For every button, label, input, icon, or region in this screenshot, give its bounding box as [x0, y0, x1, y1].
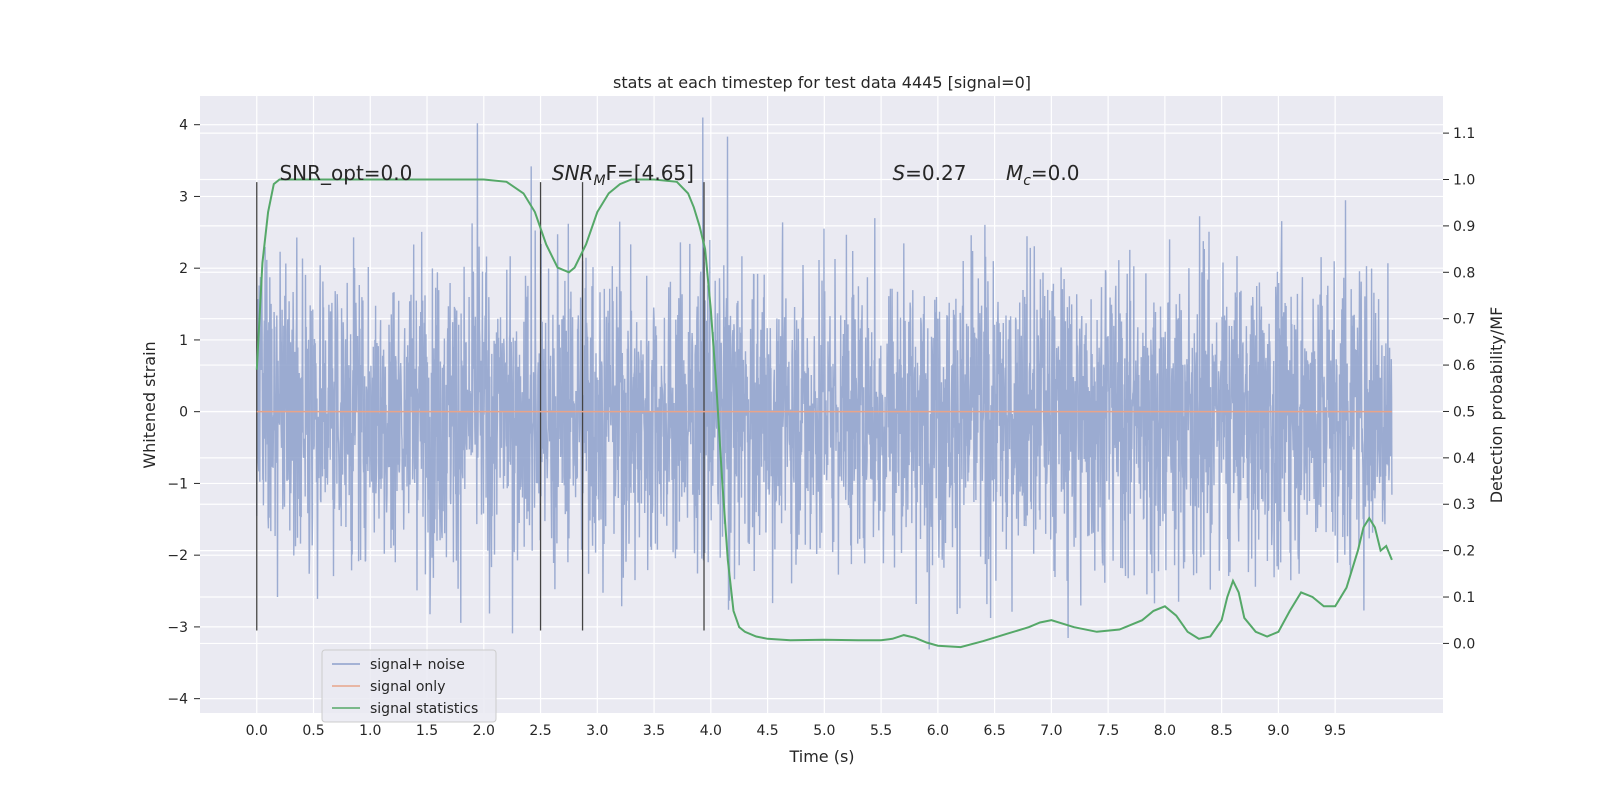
x-axis-ticks: 0.0 0.5 1.0 1.5 2.0 2.5 3.0 3.5 4.0 4.5 5.0 5.5 6.0 6…	[246, 723, 1347, 739]
y-left-tick-label: 3	[179, 189, 188, 205]
y-right-axis-ticks: 0.0 0.1 0.2 0.3 0.4 0.5 0.6 0.7 0.8 0.9 1.0 1.1	[1443, 126, 1475, 652]
y-left-tick-label: 4	[179, 118, 188, 134]
x-tick-label: 1.5	[416, 723, 438, 739]
x-tick-label: 0.5	[302, 723, 324, 739]
y-left-tick-label: −3	[167, 620, 188, 636]
annotation-snr-mf-rest: F=[4.65]	[606, 161, 694, 185]
vertical-markers	[256, 182, 705, 631]
series-line-signal-statistics	[255, 178, 1393, 649]
legend: signal+ noise signal only signal statist…	[321, 649, 497, 723]
x-tick-label: 5.0	[813, 723, 835, 739]
annotation-snr-mf: SNRMF=[4.65]	[552, 161, 694, 189]
x-tick-label: 0.0	[246, 723, 268, 739]
x-tick-label: 7.0	[1040, 723, 1062, 739]
annotation-snr-mf-sub: M	[593, 173, 605, 189]
y-right-tick-label: 0.5	[1453, 404, 1475, 420]
legend-box	[321, 649, 497, 723]
y-right-tick-label: 1.0	[1453, 173, 1475, 189]
y-right-tick-label: 0.4	[1453, 451, 1475, 467]
y-right-tick-label: 0.8	[1453, 265, 1475, 281]
x-tick-label: 7.5	[1097, 723, 1119, 739]
annotation-snr-opt: SNR_opt=0.0	[279, 161, 412, 185]
annotation-mc-rest: =0.0	[1031, 161, 1080, 185]
x-tick-label: 6.0	[927, 723, 949, 739]
y-left-axis-ticks: −4 −3 −2 −1 0 1 2 3 4	[167, 118, 200, 708]
x-tick-label: 4.5	[756, 723, 778, 739]
annotations: SNR_opt=0.0 SNRMF=[4.65] S=0.27 Mc=0.0	[279, 161, 1079, 189]
y-left-tick-label: 1	[179, 333, 188, 349]
x-tick-label: 9.0	[1267, 723, 1289, 739]
y-right-tick-label: 0.2	[1453, 544, 1475, 560]
y-right-tick-label: 0.0	[1453, 636, 1475, 652]
y-right-tick-label: 0.9	[1453, 219, 1475, 235]
x-tick-label: 8.5	[1211, 723, 1233, 739]
x-tick-label: 5.5	[870, 723, 892, 739]
x-tick-label: 8.0	[1154, 723, 1176, 739]
signal-statistics-series	[255, 178, 1393, 649]
chart-title: stats at each timestep for test data 444…	[613, 73, 1031, 92]
y-right-tick-label: 0.1	[1453, 590, 1475, 606]
x-tick-label: 3.5	[643, 723, 665, 739]
x-tick-label: 3.0	[586, 723, 608, 739]
y-right-tick-label: 0.3	[1453, 497, 1475, 513]
y-left-tick-label: 2	[179, 261, 188, 277]
x-tick-label: 2.5	[529, 723, 551, 739]
x-tick-label: 4.0	[700, 723, 722, 739]
y-left-axis-title: Whitened strain	[140, 341, 159, 468]
annotation-mc: Mc=0.0	[1006, 161, 1080, 189]
annotation-snr-mf-base: SNR	[552, 161, 594, 185]
legend-label-signal-noise: signal+ noise	[370, 657, 465, 673]
y-right-axis-title: Detection probability/MF	[1487, 307, 1506, 504]
x-axis-title: Time (s)	[788, 747, 854, 766]
annotation-mc-sub: c	[1023, 173, 1031, 189]
y-left-tick-label: −2	[167, 548, 188, 564]
x-tick-label: 1.0	[359, 723, 381, 739]
y-left-tick-label: −1	[167, 476, 188, 492]
legend-label-signal-statistics: signal statistics	[370, 701, 478, 717]
y-right-tick-label: 1.1	[1453, 126, 1475, 142]
signal-noise-series	[256, 117, 1393, 650]
annotation-s: S=0.27	[892, 161, 966, 185]
x-tick-label: 2.0	[473, 723, 495, 739]
annotation-s-rest: =0.27	[905, 161, 966, 185]
x-tick-label: 9.5	[1324, 723, 1346, 739]
y-right-tick-label: 0.6	[1453, 358, 1475, 374]
legend-label-signal-only: signal only	[370, 679, 445, 695]
y-right-tick-label: 0.7	[1453, 312, 1475, 328]
y-left-tick-label: −4	[167, 692, 188, 708]
annotation-s-base: S	[892, 161, 905, 185]
annotation-mc-base: M	[1006, 161, 1023, 185]
series-line-signal-noise	[256, 117, 1393, 650]
y-left-tick-label: 0	[179, 405, 188, 421]
x-tick-label: 6.5	[983, 723, 1005, 739]
